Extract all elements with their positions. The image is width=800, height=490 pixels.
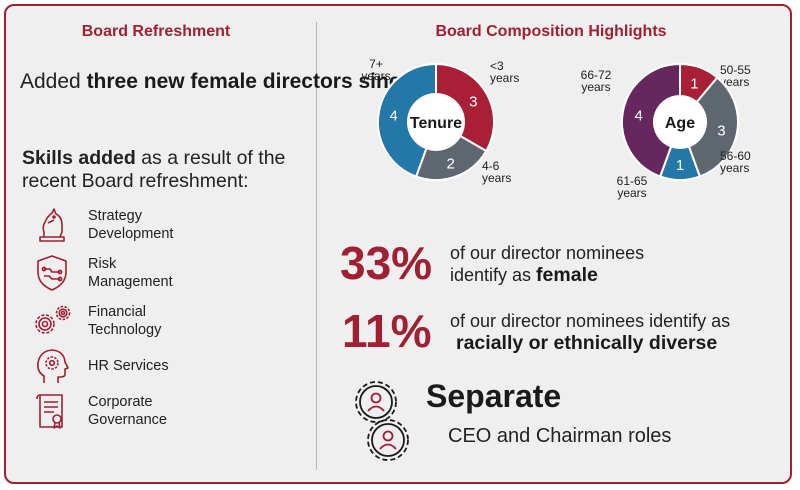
diverse-stat-text: of our director nominees identify as rac… — [450, 311, 731, 354]
category-label: 7+ — [369, 57, 383, 71]
slice-value-label: 2 — [447, 155, 455, 172]
category-label: years — [482, 171, 511, 185]
certificate-document-icon — [36, 394, 63, 429]
intro-bold: three new female directors since 2020 — [86, 70, 465, 93]
age-donut-chart: 150-55years356-60years161-65years466-72y… — [581, 62, 751, 200]
slice-56-60-years — [687, 76, 739, 178]
female-percent-value: 33% — [340, 237, 433, 289]
column-divider — [316, 22, 317, 470]
donut-center — [409, 95, 463, 149]
skill-item-strategy: Strategy Development — [30, 205, 300, 245]
slice-7-years — [377, 62, 437, 178]
new-directors-statement: Added three new female directors since 2… — [20, 69, 465, 94]
skills-bold: Skills added — [22, 147, 136, 169]
category-label: years — [617, 186, 646, 200]
skill-item-governance: Corporate Governance — [30, 391, 300, 431]
intro-prefix: Added — [20, 70, 87, 93]
diverse-percent-value: 11% — [342, 305, 432, 357]
donut-center-title: Tenure — [410, 115, 462, 132]
slice-value-label: 4 — [634, 108, 642, 125]
category-label: years — [490, 71, 519, 85]
category-label: years — [581, 80, 610, 94]
category-label: 56-60 — [720, 149, 751, 163]
category-label: <3 — [490, 59, 504, 73]
slice--3-years — [435, 62, 495, 153]
skill-item-fintech: Financial Technology — [30, 301, 300, 341]
donut-center — [655, 97, 705, 147]
skill-label: Financial Technology — [88, 304, 162, 338]
chess-knight-icon — [39, 208, 65, 242]
skill-item-risk: Risk Management — [30, 253, 300, 293]
skill-label: Risk Management — [88, 256, 173, 290]
category-label: 50-55 — [720, 63, 751, 77]
slice-value-label: 4 — [389, 108, 397, 125]
category-label: years — [720, 161, 749, 175]
board-refreshment-title: Board Refreshment — [81, 23, 231, 40]
skill-item-hr: HR Services — [30, 346, 300, 386]
skills-rest: as a result of the recent Board refreshm… — [22, 147, 286, 192]
category-label: years — [361, 69, 390, 83]
slice-value-label: 1 — [676, 157, 684, 174]
board-composition-title: Board Composition Highlights — [435, 23, 667, 40]
slice-66-72-years — [621, 62, 681, 178]
head-gear-icon — [37, 349, 69, 383]
skills-intro: Skills added as a result of the recent B… — [22, 147, 312, 193]
slice-value-label: 3 — [717, 122, 725, 139]
people-gears-icon — [355, 381, 409, 461]
shield-circuit-icon — [37, 255, 67, 291]
gears-icon — [35, 305, 71, 334]
separate-roles-subtitle: CEO and Chairman roles — [448, 425, 672, 447]
female-stat-text: of our director nominees identify as fem… — [450, 243, 645, 286]
skill-label: Strategy Development — [88, 208, 174, 242]
donut-center-title: Age — [665, 115, 695, 132]
skill-label: HR Services — [88, 358, 169, 374]
separate-roles-title: Separate — [426, 378, 562, 414]
skill-label: Corporate Governance — [88, 394, 167, 428]
category-label: 61-65 — [617, 174, 648, 188]
category-label: 66-72 — [581, 68, 612, 82]
slice-value-label: 3 — [469, 94, 477, 111]
category-label: years — [720, 75, 749, 89]
category-label: 4-6 — [482, 159, 500, 173]
slice-value-label: 1 — [690, 76, 698, 93]
